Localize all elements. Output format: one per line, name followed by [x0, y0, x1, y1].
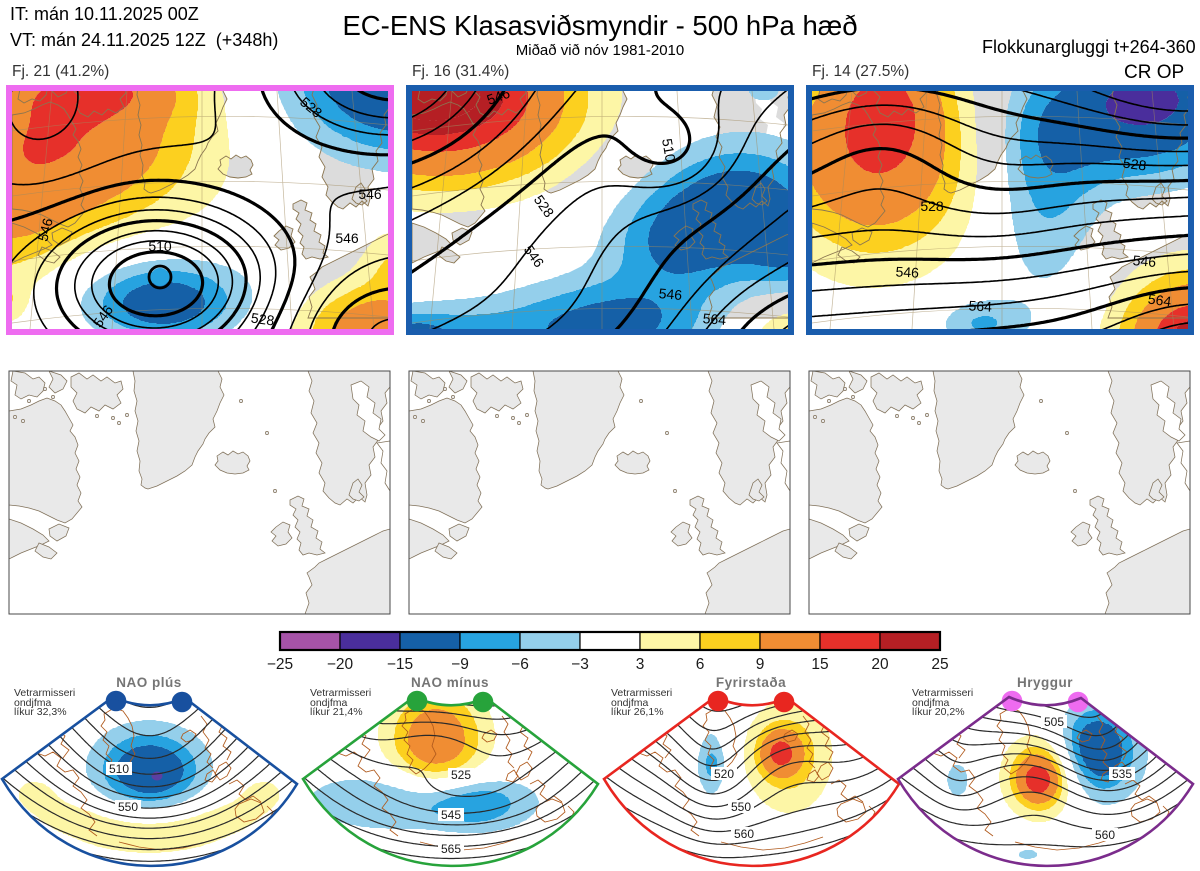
- svg-text:−6: −6: [511, 656, 529, 673]
- svg-text:564: 564: [968, 297, 992, 314]
- svg-text:6: 6: [696, 656, 705, 673]
- svg-text:510: 510: [659, 137, 679, 163]
- svg-text:525: 525: [451, 768, 471, 782]
- svg-text:546: 546: [895, 263, 919, 280]
- svg-text:565: 565: [441, 842, 461, 856]
- svg-text:535: 535: [1112, 767, 1132, 781]
- svg-text:528: 528: [920, 198, 944, 214]
- svg-text:564: 564: [1147, 291, 1173, 310]
- svg-text:546: 546: [1132, 252, 1157, 270]
- svg-text:560: 560: [1095, 828, 1115, 842]
- svg-text:9: 9: [756, 656, 765, 673]
- svg-text:510: 510: [109, 762, 129, 776]
- svg-text:−15: −15: [387, 656, 413, 673]
- svg-text:528: 528: [250, 310, 276, 329]
- svg-text:520: 520: [714, 767, 734, 781]
- svg-text:3: 3: [636, 656, 645, 673]
- svg-text:25: 25: [931, 656, 948, 673]
- svg-text:−20: −20: [327, 656, 354, 673]
- svg-text:528: 528: [1122, 155, 1148, 174]
- svg-text:550: 550: [731, 800, 751, 814]
- svg-text:15: 15: [811, 656, 828, 673]
- svg-text:−3: −3: [571, 656, 589, 673]
- svg-text:546: 546: [335, 230, 359, 246]
- svg-text:564: 564: [702, 310, 727, 328]
- svg-text:545: 545: [441, 808, 461, 822]
- svg-text:550: 550: [118, 800, 138, 814]
- svg-text:−9: −9: [451, 656, 469, 673]
- svg-text:−25: −25: [267, 656, 293, 673]
- svg-text:505: 505: [1044, 715, 1064, 729]
- svg-text:20: 20: [871, 656, 889, 673]
- svg-text:510: 510: [148, 238, 172, 254]
- svg-text:546: 546: [358, 186, 382, 202]
- svg-text:546: 546: [34, 216, 56, 243]
- svg-text:560: 560: [734, 827, 754, 841]
- svg-text:546: 546: [658, 285, 683, 303]
